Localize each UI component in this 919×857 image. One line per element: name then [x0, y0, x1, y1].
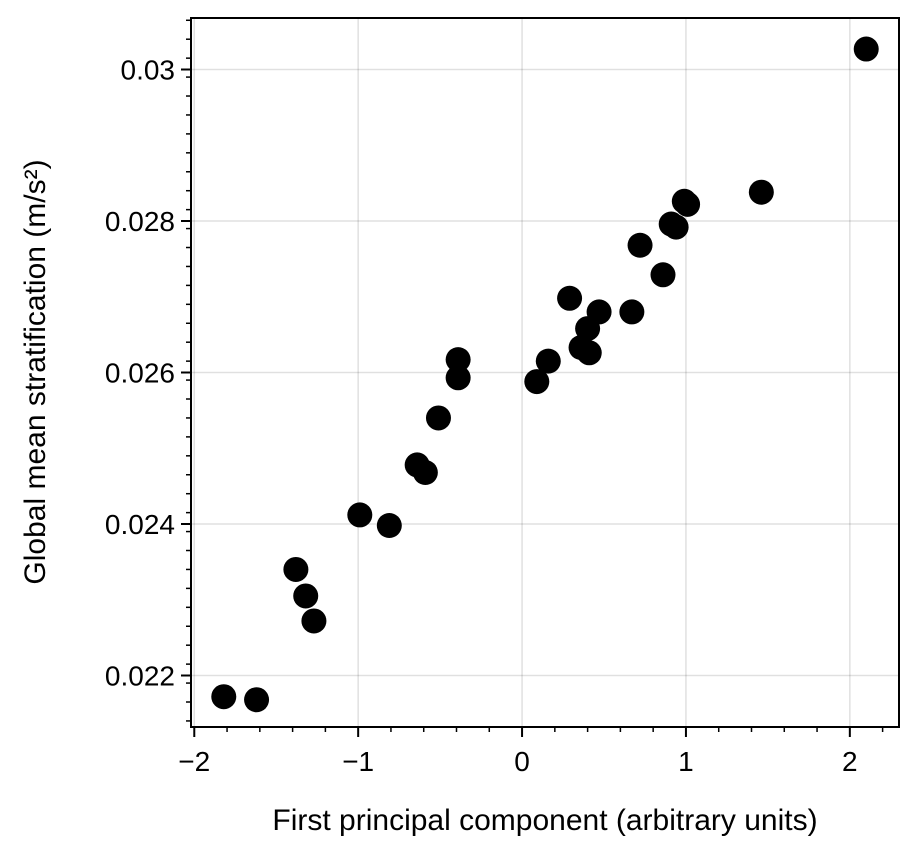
x-tick-label: 2 — [842, 746, 858, 777]
major-ticks — [181, 68, 851, 737]
data-point — [244, 687, 270, 713]
tick-labels: −2 −1 0 1 2 0.022 0.024 0.026 0.028 0.03 — [105, 55, 858, 777]
y-tick-label: 0.024 — [105, 509, 175, 540]
data-point — [586, 299, 612, 325]
x-tick-label: −2 — [178, 746, 210, 777]
data-point — [627, 232, 653, 258]
data-point — [524, 369, 550, 395]
plot-frame — [190, 17, 900, 728]
data-point — [283, 556, 309, 582]
data-point — [445, 347, 471, 373]
data-point — [347, 502, 373, 528]
y-tick-label: 0.028 — [105, 206, 175, 237]
data-point — [619, 299, 645, 325]
grid-lines — [191, 18, 899, 727]
data-point — [663, 214, 689, 240]
x-tick-label: −1 — [342, 746, 374, 777]
data-point — [650, 262, 676, 288]
data-points — [211, 36, 879, 713]
x-tick-label: 0 — [514, 746, 530, 777]
data-point — [557, 285, 583, 311]
data-point — [293, 583, 319, 609]
data-point — [748, 179, 774, 205]
data-point — [412, 459, 438, 485]
data-point — [535, 348, 561, 374]
data-point — [211, 684, 237, 710]
x-axis-label: First principal component (arbitrary uni… — [272, 804, 817, 837]
data-point — [445, 365, 471, 391]
y-tick-label: 0.03 — [121, 55, 176, 86]
data-point — [425, 405, 451, 431]
y-axis-label: Global mean stratification (m/s²) — [19, 159, 52, 584]
y-tick-label: 0.026 — [105, 358, 175, 389]
data-point — [301, 608, 327, 634]
y-tick-label: 0.022 — [105, 660, 175, 691]
data-point — [853, 36, 879, 62]
data-point — [576, 340, 602, 366]
x-tick-label: 1 — [678, 746, 694, 777]
data-point — [675, 191, 701, 217]
data-point — [376, 513, 402, 539]
